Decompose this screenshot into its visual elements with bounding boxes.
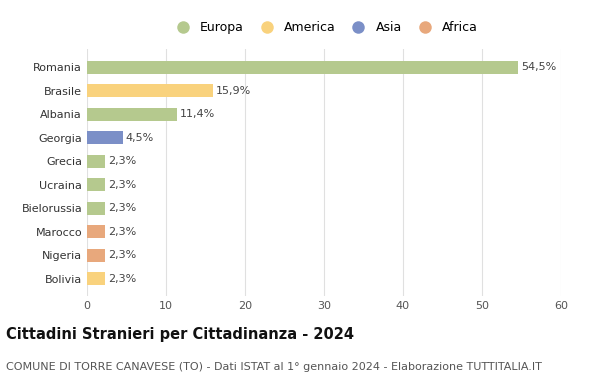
Bar: [87, 178, 105, 191]
Text: COMUNE DI TORRE CANAVESE (TO) - Dati ISTAT al 1° gennaio 2024 - Elaborazione TUT: COMUNE DI TORRE CANAVESE (TO) - Dati IST…: [6, 363, 542, 372]
Bar: [87, 272, 105, 285]
Legend: Europa, America, Asia, Africa: Europa, America, Asia, Africa: [167, 19, 481, 36]
Bar: [87, 108, 177, 120]
Text: 2,3%: 2,3%: [109, 250, 137, 260]
Bar: [87, 84, 212, 97]
Bar: [87, 155, 105, 168]
Text: Cittadini Stranieri per Cittadinanza - 2024: Cittadini Stranieri per Cittadinanza - 2…: [6, 327, 354, 342]
Text: 2,3%: 2,3%: [109, 180, 137, 190]
Text: 4,5%: 4,5%: [126, 133, 154, 142]
Bar: [87, 61, 518, 74]
Text: 2,3%: 2,3%: [109, 156, 137, 166]
Bar: [87, 202, 105, 215]
Text: 2,3%: 2,3%: [109, 274, 137, 284]
Text: 54,5%: 54,5%: [521, 62, 556, 72]
Bar: [87, 249, 105, 262]
Bar: [87, 131, 122, 144]
Bar: [87, 225, 105, 238]
Text: 2,3%: 2,3%: [109, 227, 137, 237]
Text: 15,9%: 15,9%: [216, 86, 251, 96]
Text: 2,3%: 2,3%: [109, 203, 137, 213]
Text: 11,4%: 11,4%: [180, 109, 215, 119]
